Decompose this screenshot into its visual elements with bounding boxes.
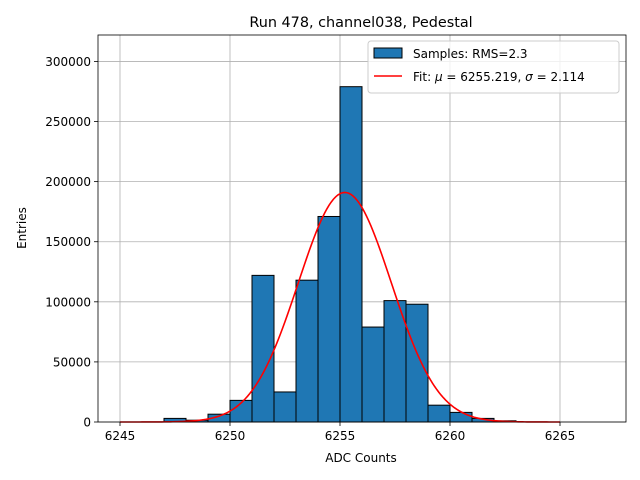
- x-tick-label: 6245: [105, 429, 136, 443]
- histogram-bar: [339, 86, 363, 423]
- legend-fit-sigma-value: = 2.114: [533, 70, 585, 84]
- x-tick-label: 6260: [435, 429, 466, 443]
- histogram-bar: [273, 391, 297, 423]
- legend: Samples: RMS=2.3 Fit: μ = 6255.219, σ = …: [367, 40, 620, 94]
- histogram-bar: [427, 404, 451, 423]
- x-axis-label: ADC Counts: [325, 451, 397, 465]
- plot-frame: [97, 34, 627, 423]
- legend-fit-mu-symbol: μ: [434, 70, 443, 84]
- legend-fit-sigma-symbol: σ: [525, 70, 533, 84]
- fit-curve: [120, 191, 560, 423]
- histogram-bar: [361, 326, 385, 423]
- y-tick-label: 100000: [45, 295, 91, 309]
- chart-title: Run 478, channel038, Pedestal: [249, 15, 472, 31]
- legend-hist-label: Samples: RMS=2.3: [413, 47, 528, 61]
- histogram-bar: [317, 215, 341, 423]
- y-axis-label: Entries: [15, 207, 29, 249]
- x-tick-label: 6265: [545, 429, 576, 443]
- histogram-bar: [405, 303, 429, 423]
- x-tick-label: 6250: [215, 429, 246, 443]
- legend-fit-prefix: Fit:: [413, 70, 435, 84]
- legend-fit-label: Fit: μ = 6255.219, σ = 2.114: [413, 70, 585, 84]
- legend-hist-swatch: [373, 47, 403, 59]
- histogram-bar: [383, 300, 407, 423]
- fit-curve-group: [120, 191, 560, 423]
- legend-fit-mu-value: = 6255.219,: [443, 70, 526, 84]
- axis-ticks: 6245 6250 6255 6260 6265 0 50000 100000 150000 20…: [45, 55, 575, 443]
- histogram-bar: [251, 274, 275, 423]
- y-tick-label: 150000: [45, 235, 91, 249]
- x-tick-label: 6255: [325, 429, 356, 443]
- histogram-bar: [295, 279, 319, 423]
- y-tick-label: 50000: [53, 355, 91, 369]
- y-tick-label: 250000: [45, 115, 91, 129]
- legend-box: [367, 40, 620, 94]
- y-tick-label: 300000: [45, 55, 91, 69]
- y-tick-label: 200000: [45, 175, 91, 189]
- histogram-bar: [449, 411, 473, 423]
- y-tick-label: 0: [83, 416, 91, 430]
